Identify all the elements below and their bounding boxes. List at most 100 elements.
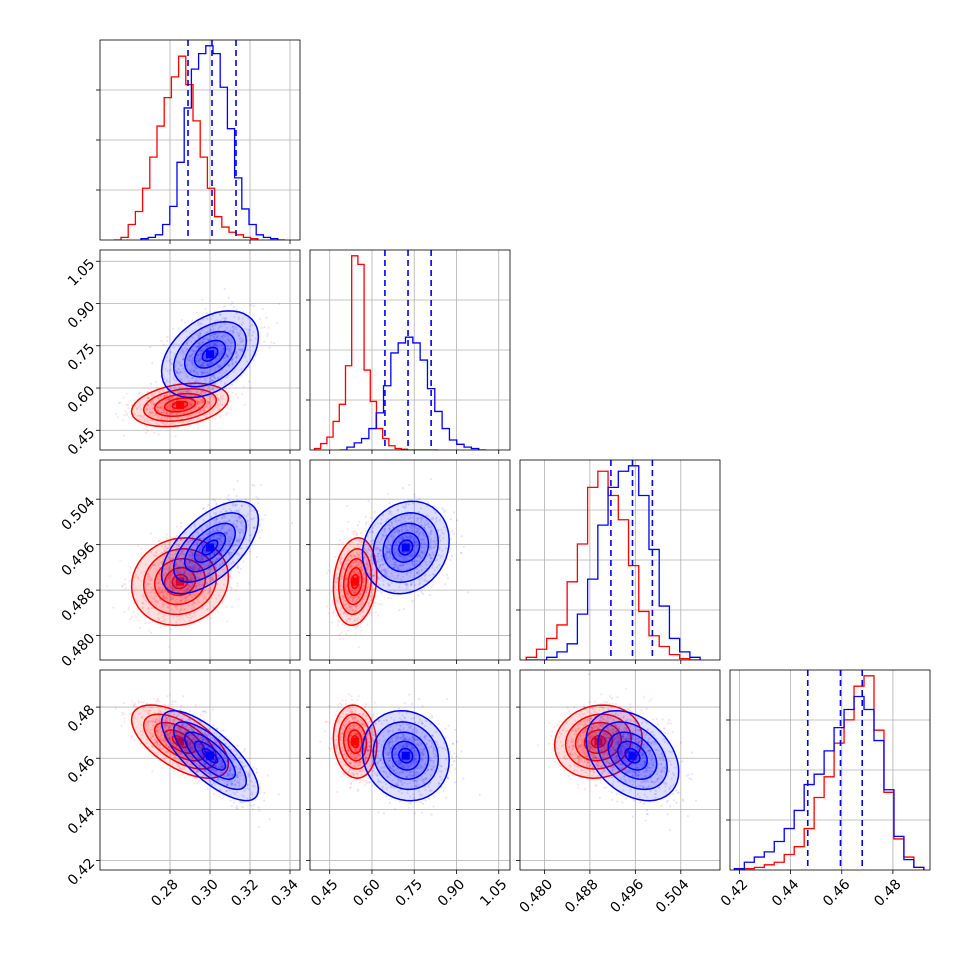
sample-point: [194, 575, 197, 579]
sample-point: [202, 542, 205, 545]
sample-point: [163, 395, 166, 398]
sample-point: [196, 390, 199, 393]
sample-point: [234, 325, 237, 329]
sample-point: [169, 351, 173, 354]
sample-point: [199, 358, 202, 361]
sample-point: [198, 523, 201, 526]
sample-point: [340, 561, 343, 564]
sample-point: [206, 399, 209, 402]
sample-point: [202, 519, 205, 522]
sample-point: [204, 524, 207, 527]
sample-point: [192, 584, 195, 588]
sample-point: [163, 624, 166, 628]
sample-point: [211, 561, 214, 564]
sample-point: [198, 537, 201, 540]
sample-point: [210, 369, 213, 372]
sample-point: [209, 562, 212, 565]
sample-point: [227, 349, 231, 353]
sample-point: [160, 407, 163, 410]
contour-red: [171, 573, 189, 590]
sample-point: [166, 422, 169, 425]
sample-point: [195, 381, 198, 384]
sample-point: [171, 403, 174, 406]
sample-point: [146, 419, 149, 423]
sample-point: [216, 563, 219, 566]
sample-point: [265, 316, 268, 319]
sample-point: [197, 336, 200, 339]
sample-point: [366, 623, 369, 627]
sample-point: [173, 583, 177, 587]
sample-point: [196, 345, 199, 348]
sample-point: [208, 401, 211, 404]
sample-point: [230, 509, 233, 512]
sample-point: [221, 569, 224, 572]
sample-point: [147, 573, 150, 576]
sample-point: [259, 317, 262, 320]
sample-point: [214, 550, 217, 554]
sample-point: [201, 363, 204, 366]
sample-point: [192, 566, 195, 569]
sample-point: [202, 536, 205, 540]
sample-point: [217, 548, 221, 551]
sample-point: [219, 510, 223, 513]
sample-point: [178, 610, 182, 613]
sample-point: [179, 560, 182, 563]
sample-point: [347, 520, 350, 524]
sample-point: [223, 516, 226, 519]
sample-point: [178, 575, 181, 578]
sample-point: [214, 342, 218, 345]
sample-point: [193, 365, 196, 368]
sample-point: [193, 370, 196, 373]
sample-point: [228, 387, 231, 390]
sample-point: [354, 609, 357, 612]
sample-point: [168, 574, 171, 577]
sample-point: [145, 417, 149, 420]
sample-point: [224, 531, 227, 534]
sample-point: [252, 526, 256, 530]
sample-point: [180, 598, 183, 602]
sample-point: [371, 588, 374, 591]
sample-point: [200, 593, 203, 596]
sample-point: [191, 319, 194, 322]
sample-point: [210, 317, 213, 320]
sample-point: [220, 364, 223, 367]
sample-point: [165, 593, 168, 596]
sample-point: [165, 537, 168, 540]
sample-point: [180, 551, 183, 554]
sample-point: [336, 566, 339, 570]
sample-point: [217, 529, 220, 533]
sample-point: [190, 402, 193, 405]
sample-point: [203, 574, 206, 577]
sample-point: [192, 369, 195, 372]
sample-point: [338, 539, 342, 542]
sample-point: [353, 596, 356, 599]
sample-point: [157, 592, 160, 595]
sample-point: [355, 560, 358, 563]
sample-point: [359, 532, 362, 535]
sample-point: [204, 582, 208, 585]
sample-point: [202, 555, 205, 558]
sample-point: [157, 423, 160, 426]
sample-point: [188, 560, 191, 563]
sample-point: [187, 376, 190, 379]
density-peak-red: [351, 577, 360, 586]
sample-point: [240, 528, 244, 531]
sample-point: [181, 550, 184, 553]
sample-point: [169, 574, 172, 577]
sample-point: [230, 530, 233, 533]
sample-point: [156, 406, 159, 409]
sample-point: [164, 392, 167, 395]
sample-point: [452, 532, 455, 535]
sample-point: [189, 403, 192, 406]
sample-point: [162, 417, 165, 420]
sample-point: [168, 372, 171, 375]
sample-point: [198, 564, 201, 567]
sample-point: [171, 587, 174, 590]
sample-point: [177, 555, 180, 558]
sample-point: [187, 598, 190, 602]
sample-point: [189, 403, 192, 406]
sample-point: [218, 534, 221, 537]
sample-point: [160, 416, 164, 419]
sample-point: [224, 316, 227, 320]
sample-point: [183, 571, 186, 574]
